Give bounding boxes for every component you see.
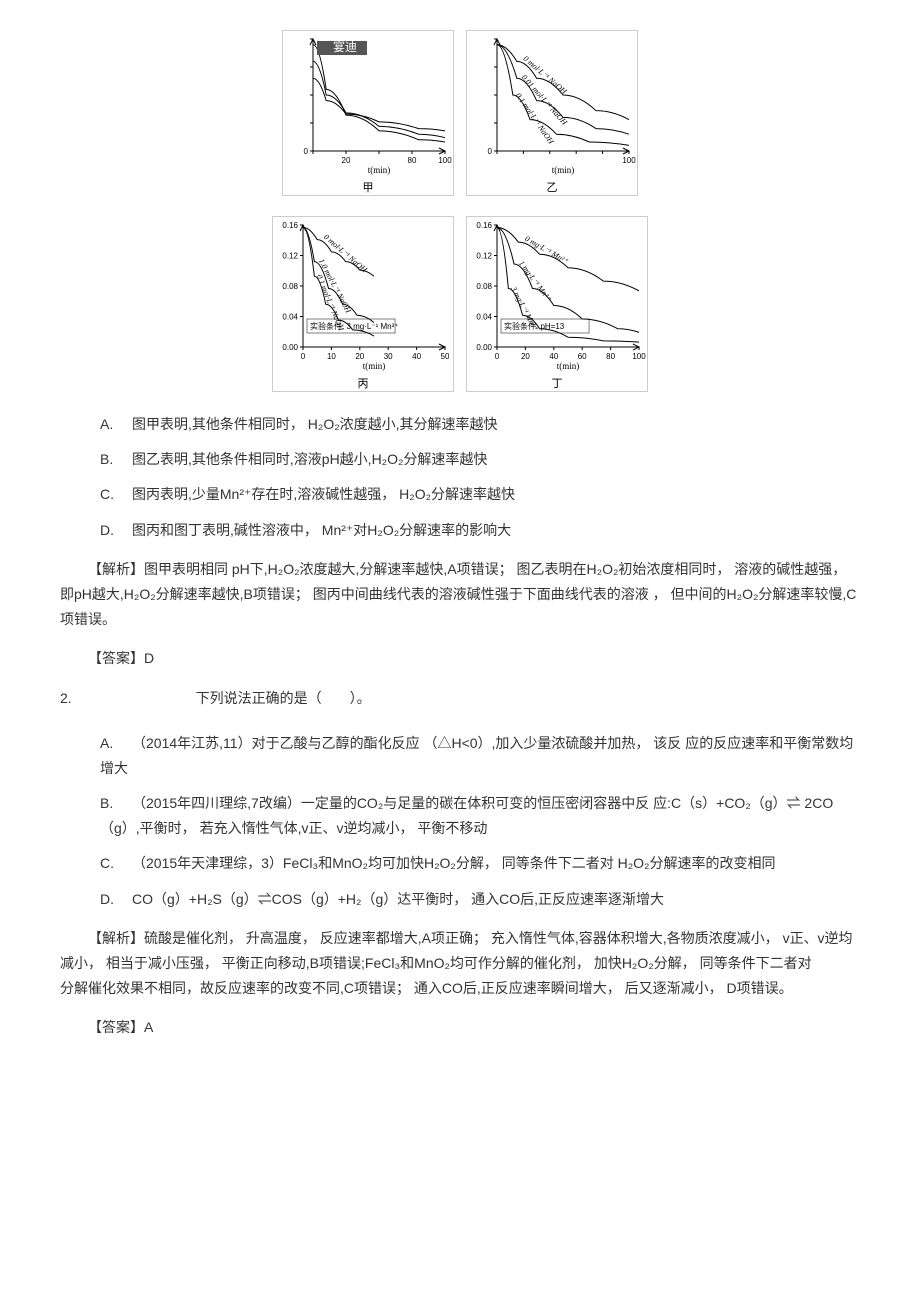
option-c-text: 图丙表明,少量Mn²⁺存在时,溶液碱性越强， H₂O₂分解速率越快	[132, 486, 515, 502]
svg-text:t(min): t(min)	[552, 165, 575, 175]
svg-text:20: 20	[521, 352, 530, 361]
svg-text:0.08: 0.08	[476, 282, 492, 291]
q1-answer: 【答案】D	[60, 646, 860, 671]
chart-ding: 0 20 40 60 80 100 0.00 0.04 0.08 0.12 0.16 0 mg·L⁻¹…	[466, 216, 648, 392]
q2-option-a-text: （2014年江苏,11）对于乙酸与乙醇的酯化反应 （△H<0）,加入少量浓硫酸并…	[100, 735, 853, 776]
svg-text:甲: 甲	[363, 182, 374, 194]
svg-text:100: 100	[632, 352, 646, 361]
q2-answer: 【答案】A	[60, 1015, 860, 1040]
svg-text:0.00: 0.00	[282, 343, 298, 352]
q1-analysis: 【解析】图甲表明相同 pH下,H₂O₂浓度越大,分解速率越快,A项错误； 图乙表…	[60, 557, 860, 633]
svg-text:0.04: 0.04	[476, 313, 492, 322]
q2-option-b-text: （2015年四川理综,7改编）一定量的CO₂与足量的碳在体积可变的恒压密闭容器中…	[100, 795, 833, 836]
svg-text:80: 80	[408, 156, 417, 165]
svg-text:0.00: 0.00	[476, 343, 492, 352]
q2-option-d-text: CO（g）+H₂S（g）⇌COS（g）+H₂（g）达平衡时， 通入CO后,正反应…	[132, 891, 664, 907]
q2-option-a: A.（2014年江苏,11）对于乙酸与乙醇的酯化反应 （△H<0）,加入少量浓硫…	[100, 731, 860, 781]
svg-text:100: 100	[622, 156, 636, 165]
svg-text:0.16: 0.16	[282, 221, 298, 230]
svg-text:0.12: 0.12	[282, 252, 298, 261]
svg-text:100: 100	[438, 156, 452, 165]
svg-text:0 mg·L⁻¹ Mn²⁺: 0 mg·L⁻¹ Mn²⁺	[523, 234, 570, 266]
svg-text:0.08: 0.08	[282, 282, 298, 291]
svg-text:20: 20	[355, 352, 364, 361]
svg-text:实验条件: pH=13: 实验条件: pH=13	[504, 321, 565, 331]
option-d: D.图丙和图丁表明,碱性溶液中， Mn²⁺对H₂O₂分解速率的影响大	[100, 518, 860, 543]
svg-text:丙: 丙	[358, 378, 369, 390]
svg-text:宴迪: 宴迪	[333, 39, 357, 54]
svg-text:10: 10	[327, 352, 336, 361]
option-a: A.图甲表明,其他条件相同时， H₂O₂浓度越小,其分解速率越快	[100, 412, 860, 437]
svg-text:20: 20	[342, 156, 351, 165]
svg-text:40: 40	[549, 352, 558, 361]
option-d-text: 图丙和图丁表明,碱性溶液中， Mn²⁺对H₂O₂分解速率的影响大	[132, 522, 511, 538]
chart-jia: 20 80 100 0 宴迪 t(min) 甲	[282, 30, 454, 196]
svg-text:0.16: 0.16	[476, 221, 492, 230]
q2-option-d: D.CO（g）+H₂S（g）⇌COS（g）+H₂（g）达平衡时， 通入CO后,正…	[100, 887, 860, 912]
svg-text:50: 50	[441, 352, 450, 361]
svg-text:丁: 丁	[552, 378, 563, 390]
svg-text:实验条件: 3 mg·L⁻¹ Mn²⁺: 实验条件: 3 mg·L⁻¹ Mn²⁺	[310, 321, 398, 331]
svg-text:60: 60	[578, 352, 587, 361]
svg-text:30: 30	[384, 352, 393, 361]
chart-row-2: 010203040500.000.040.080.120.160 mol·L⁻¹…	[60, 216, 860, 392]
option-b: B.图乙表明,其他条件相同时,溶液pH越小,H₂O₂分解速率越快	[100, 447, 860, 472]
q2-stem-line: 2. 下列说法正确的是（ ）。	[60, 686, 860, 711]
q2-options: A.（2014年江苏,11）对于乙酸与乙醇的酯化反应 （△H<0）,加入少量浓硫…	[100, 731, 860, 912]
q2-stem-text: 下列说法正确的是（ ）。	[196, 690, 371, 706]
chart-row-1: 20801000宴迪t(min)甲 10000 mol·L⁻¹ NaOH0.01…	[60, 30, 860, 196]
q2-number: 2.	[60, 686, 72, 711]
svg-text:0.12: 0.12	[476, 252, 492, 261]
svg-text:0: 0	[304, 147, 309, 156]
svg-text:0: 0	[301, 352, 306, 361]
svg-text:乙: 乙	[547, 181, 558, 194]
svg-text:0: 0	[488, 147, 493, 156]
chart-yi: 10000 mol·L⁻¹ NaOH0.01 mol·L⁻¹ NaOH0.1 m…	[466, 30, 638, 196]
svg-text:0: 0	[495, 352, 500, 361]
chart-bing: 010203040500.000.040.080.120.160 mol·L⁻¹…	[272, 216, 454, 392]
q1-options: A.图甲表明,其他条件相同时， H₂O₂浓度越小,其分解速率越快 B.图乙表明,…	[100, 412, 860, 543]
q2-option-c-text: （2015年天津理综，3）FeCl₃和MnO₂均可加快H₂O₂分解， 同等条件下…	[132, 855, 775, 871]
svg-text:80: 80	[606, 352, 615, 361]
svg-text:t(min): t(min)	[557, 361, 580, 371]
q2-option-b: B.（2015年四川理综,7改编）一定量的CO₂与足量的碳在体积可变的恒压密闭容…	[100, 791, 860, 841]
option-c: C.图丙表明,少量Mn²⁺存在时,溶液碱性越强， H₂O₂分解速率越快	[100, 482, 860, 507]
option-b-text: 图乙表明,其他条件相同时,溶液pH越小,H₂O₂分解速率越快	[132, 451, 487, 467]
svg-text:0.04: 0.04	[282, 313, 298, 322]
svg-text:40: 40	[412, 352, 421, 361]
svg-text:t(min): t(min)	[368, 165, 391, 175]
q2-analysis: 【解析】硫酸是催化剂， 升高温度， 反应速率都增大,A项正确； 充入惰性气体,容…	[60, 926, 860, 1002]
svg-text:t(min): t(min)	[363, 361, 386, 371]
q2-option-c: C.（2015年天津理综，3）FeCl₃和MnO₂均可加快H₂O₂分解， 同等条…	[100, 851, 860, 876]
option-a-text: 图甲表明,其他条件相同时， H₂O₂浓度越小,其分解速率越快	[132, 416, 498, 432]
